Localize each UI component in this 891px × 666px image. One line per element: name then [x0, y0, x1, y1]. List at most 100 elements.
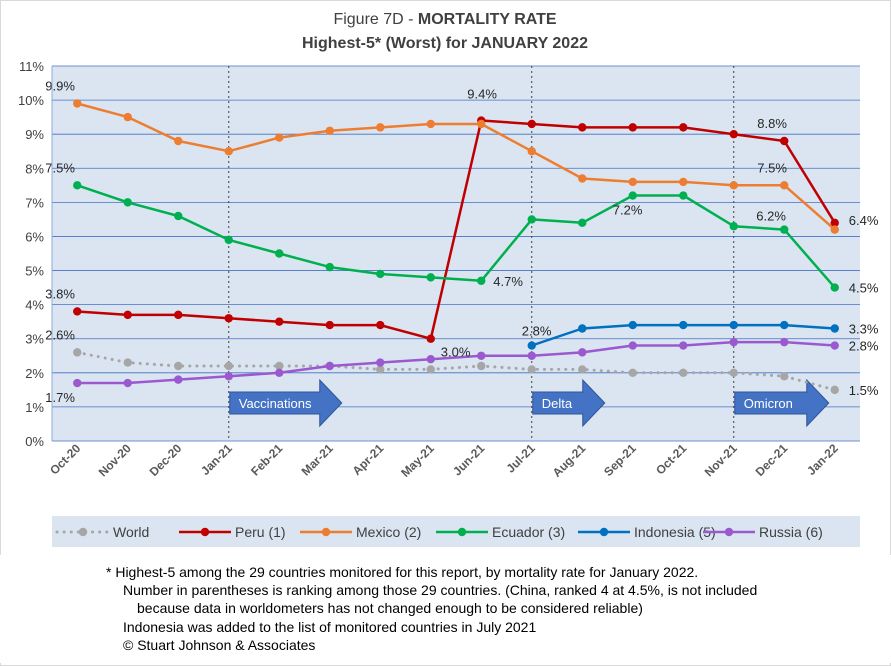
data-label: 2.8% — [849, 339, 879, 354]
series-indonesia-5 — [527, 320, 839, 350]
x-tick-label: Apr-21 — [350, 441, 387, 478]
point-indonesia-5 — [830, 324, 839, 333]
point-russia-6 — [578, 348, 587, 357]
legend-item-peru-1: Peru (1) — [179, 524, 286, 540]
annotation-arrow-vaccinations — [229, 378, 343, 428]
plot-area — [52, 66, 860, 441]
point-ecuador-3 — [578, 218, 587, 228]
y-tick-label: 2% — [25, 366, 44, 381]
mortality-chart: Vaccinations Delta Omicron 9.9% 7.5% 3.8% 2.6… — [18, 11, 879, 547]
point-indonesia-5 — [628, 320, 637, 330]
point-russia-6 — [830, 341, 839, 350]
x-tick-label: May-21 — [398, 441, 437, 480]
annotation-arrow-delta — [532, 378, 606, 428]
data-label: 4.5% — [849, 281, 879, 296]
point-peru-1 — [527, 119, 536, 129]
legend-marker — [724, 527, 734, 537]
data-label: 1.5% — [849, 383, 879, 398]
y-tick-label: 11% — [19, 59, 44, 74]
point-mexico-2 — [174, 136, 183, 146]
series-line-world — [75, 350, 837, 392]
footnote-china: because data in worldometers has not cha… — [137, 600, 643, 616]
point-world — [527, 365, 536, 374]
point-ecuador-3 — [477, 276, 486, 285]
point-indonesia-5 — [527, 341, 536, 350]
legend-marker — [321, 527, 331, 537]
point-peru-1 — [628, 123, 637, 132]
footnote-copyright: © Stuart Johnson & Associates — [123, 637, 316, 653]
y-tick-label: 8% — [25, 161, 44, 176]
data-labels: 9.9% 7.5% 3.8% 2.6% 1.7% 3.0% 9.4% 4.7% 2.8% 7.2%… — [45, 79, 879, 406]
point-mexico-2 — [527, 147, 536, 156]
point-mexico-2 — [628, 177, 637, 187]
data-label: 6.4% — [849, 213, 879, 228]
point-mexico-2 — [477, 119, 486, 129]
annotation-label-omicron: Omicron — [744, 396, 793, 411]
footnote-asterisk: * Highest-5 among the 29 countries monit… — [106, 564, 699, 580]
point-world — [729, 368, 738, 378]
point-indonesia-5 — [578, 324, 587, 333]
point-peru-1 — [325, 320, 334, 330]
legend-marker — [78, 527, 88, 537]
point-world — [275, 361, 284, 371]
point-mexico-2 — [224, 147, 233, 156]
point-peru-1 — [830, 218, 839, 228]
legend-marker — [200, 527, 210, 537]
point-ecuador-3 — [376, 269, 385, 279]
annotation-label-delta: Delta — [542, 396, 573, 411]
point-ecuador-3 — [174, 211, 183, 221]
point-peru-1 — [376, 320, 385, 330]
point-peru-1 — [224, 314, 233, 323]
legend-label: World — [113, 524, 149, 540]
point-russia-6 — [73, 378, 82, 388]
point-world — [679, 368, 688, 378]
x-tick-label: Aug-21 — [550, 441, 589, 480]
point-peru-1 — [426, 334, 435, 343]
point-ecuador-3 — [275, 249, 284, 258]
point-russia-6 — [527, 351, 536, 360]
legend: World Peru (1) Mexico (2) Ecuador (3) Indone… — [55, 524, 823, 540]
chart-subtitle: Highest-5* (Worst) for JANUARY 2022 — [302, 35, 588, 52]
point-russia-6 — [729, 337, 738, 347]
series-line-ecuador-3 — [76, 184, 836, 289]
data-label: 9.4% — [467, 87, 497, 102]
legend-item-mexico-2: Mexico (2) — [300, 524, 421, 540]
point-world — [174, 361, 183, 371]
y-tick-label: 10% — [18, 93, 44, 108]
point-mexico-2 — [123, 112, 132, 122]
series-line-mexico-2 — [76, 102, 836, 231]
point-russia-6 — [426, 354, 435, 364]
point-world — [578, 365, 587, 374]
point-russia-6 — [224, 372, 233, 381]
point-ecuador-3 — [73, 181, 82, 190]
y-tick-label: 5% — [25, 264, 44, 279]
legend-marker — [457, 527, 467, 537]
annotation-arrow-omicron — [734, 378, 830, 428]
x-tick-label: Oct-20 — [47, 441, 84, 478]
point-world — [376, 365, 385, 374]
point-ecuador-3 — [830, 283, 839, 292]
data-label: 8.8% — [757, 116, 787, 131]
legend-item-world: World — [55, 524, 149, 540]
x-tick-label: Oct-21 — [653, 441, 690, 478]
point-russia-6 — [679, 341, 688, 350]
series-peru-1 — [73, 116, 839, 343]
point-mexico-2 — [780, 181, 789, 190]
footnotes: * Highest-5 among the 29 countries monit… — [0, 555, 891, 663]
point-russia-6 — [376, 358, 385, 367]
y-tick-label: 4% — [25, 298, 44, 313]
series-world — [73, 348, 839, 395]
point-peru-1 — [123, 310, 132, 320]
y-tick-label: 1% — [25, 400, 44, 415]
point-mexico-2 — [325, 126, 334, 135]
series-line-peru-1 — [77, 119, 836, 340]
legend-label: Ecuador (3) — [492, 524, 565, 540]
data-label: 7.2% — [613, 203, 643, 218]
point-russia-6 — [275, 368, 284, 378]
point-mexico-2 — [376, 123, 385, 132]
point-world — [830, 385, 839, 395]
y-tick-label: 3% — [25, 332, 44, 347]
data-label: 1.7% — [45, 390, 75, 405]
data-label: 3.8% — [45, 286, 75, 301]
x-tick-label: Nov-21 — [702, 441, 740, 479]
